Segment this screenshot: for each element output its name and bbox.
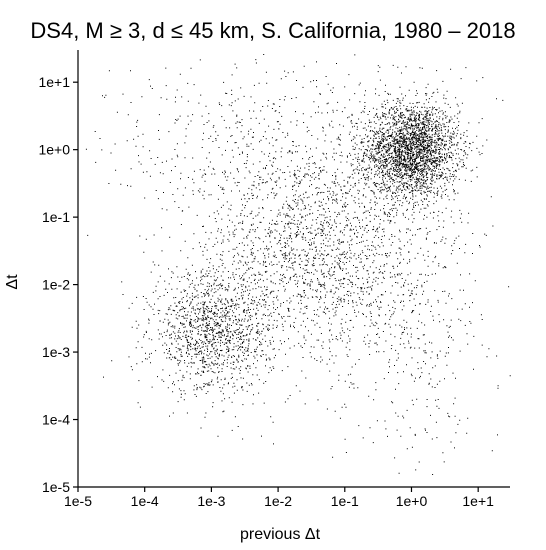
y-tick-label: 1e-4 xyxy=(42,412,70,428)
chart-title: DS4, M ≥ 3, d ≤ 45 km, S. California, 19… xyxy=(30,18,515,43)
x-axis-label: previous Δt xyxy=(240,526,321,543)
x-tick-label: 1e-1 xyxy=(331,493,359,509)
y-tick-label: 1e+1 xyxy=(38,74,70,90)
y-tick-label: 1e-1 xyxy=(42,209,70,225)
x-tick-label: 1e-2 xyxy=(264,493,292,509)
x-tick-label: 1e-5 xyxy=(64,493,92,509)
axes: 1e-5 1e-4 1e-3 1e-2 1e-1 1e+0 1e+1 1e-5 1e-4 1e-3… xyxy=(38,50,510,509)
x-tick-label: 1e-3 xyxy=(197,493,225,509)
x-tick-label: 1e+1 xyxy=(462,493,494,509)
y-tick-label: 1e-3 xyxy=(42,344,70,360)
x-tick-label: 1e-4 xyxy=(131,493,159,509)
y-tick-label: 1e-5 xyxy=(42,479,70,495)
x-tick-label: 1e+0 xyxy=(396,493,428,509)
scatter-points xyxy=(85,54,511,475)
y-axis-label: Δt xyxy=(4,274,21,290)
y-tick-label: 1e-2 xyxy=(42,277,70,293)
data-points xyxy=(85,54,511,475)
y-tick-label: 1e+0 xyxy=(38,142,70,158)
